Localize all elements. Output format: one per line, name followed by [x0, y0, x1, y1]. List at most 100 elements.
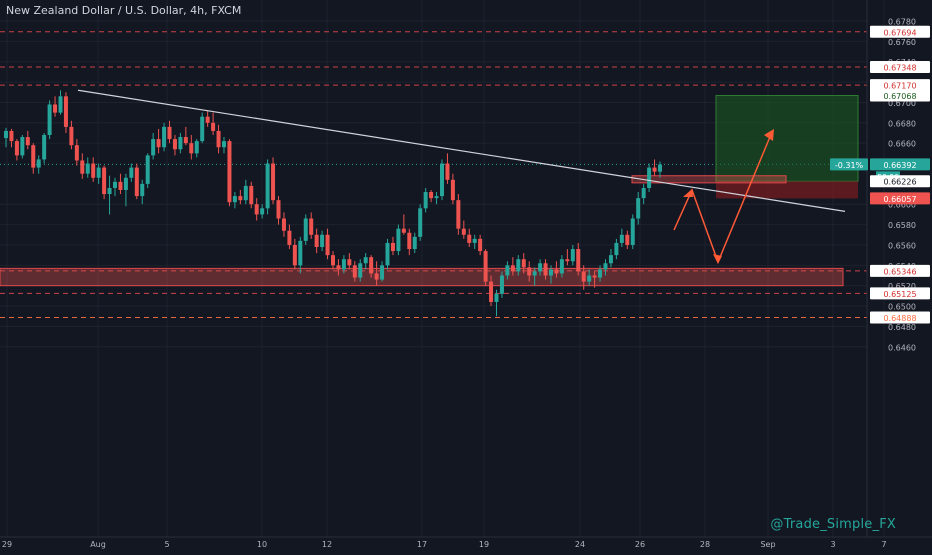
candle-body	[511, 265, 515, 271]
time-tick-label: 19	[479, 540, 489, 549]
candle-body	[309, 218, 313, 234]
price-label-text: 0.64888	[883, 314, 916, 323]
candle-body	[522, 259, 526, 267]
time-tick-label: 7	[881, 540, 886, 549]
candle-body	[435, 196, 439, 198]
candle-body	[124, 178, 128, 190]
candle-body	[593, 276, 597, 278]
price-label-text: 0.67068	[883, 92, 916, 101]
candle-body	[440, 164, 444, 197]
price-tick-label: 0.6580	[888, 221, 916, 230]
price-label-text: 0.67694	[883, 28, 916, 37]
candle-body	[462, 229, 466, 235]
candle-body	[168, 127, 172, 139]
candle-body	[576, 249, 580, 271]
candle-body	[407, 233, 411, 249]
candle-body	[358, 263, 362, 277]
candle-body	[364, 257, 368, 263]
candle-body	[108, 188, 112, 194]
time-tick-label: 26	[635, 540, 645, 549]
candle-body	[456, 200, 460, 229]
candle-body	[565, 259, 569, 261]
candle-body	[91, 164, 95, 178]
candle-body	[413, 237, 417, 249]
candle-body	[249, 186, 253, 204]
candle-body	[42, 135, 46, 159]
candle-body	[211, 123, 215, 131]
candle-body	[478, 239, 482, 251]
candle-body	[647, 168, 651, 188]
support-zone	[0, 268, 843, 285]
candle-body	[15, 141, 19, 155]
candle-body	[386, 243, 390, 265]
candle-body	[342, 259, 346, 269]
candle-body	[173, 139, 177, 149]
candle-body	[527, 267, 531, 275]
candle-body	[658, 165, 662, 172]
price-tick-label: 0.6500	[888, 303, 916, 312]
candle-body	[129, 168, 133, 178]
price-tick-label: 0.6680	[888, 119, 916, 128]
candle-body	[26, 137, 30, 145]
author-watermark: @Trade_Simple_FX	[770, 517, 896, 532]
candle-body	[353, 265, 357, 277]
candle-body	[642, 188, 646, 198]
candle-body	[37, 159, 41, 167]
candle-body	[582, 271, 586, 281]
price-label-text: 0.67348	[883, 64, 916, 73]
candle-body	[162, 127, 166, 147]
candle-body	[287, 231, 291, 245]
loss-zone	[716, 181, 858, 198]
candle-body	[113, 182, 117, 188]
candle-body	[277, 200, 281, 218]
candle-body	[484, 251, 488, 282]
candle-body	[266, 164, 270, 209]
candle-body	[298, 241, 302, 265]
candle-body	[598, 269, 602, 277]
candle-body	[260, 208, 264, 214]
candle-body	[48, 104, 52, 135]
candle-body	[195, 141, 199, 153]
candle-body	[375, 273, 379, 279]
candle-body	[549, 269, 553, 275]
candle-body	[206, 117, 210, 123]
candle-body	[151, 139, 155, 155]
percent-change-text: -0.31%	[835, 161, 864, 170]
candle-body	[217, 131, 221, 147]
candle-body	[587, 276, 591, 282]
candle-body	[380, 265, 384, 279]
time-tick-label: 5	[164, 540, 169, 549]
candle-body	[282, 218, 286, 230]
candle-body	[75, 145, 79, 160]
candle-body	[86, 164, 90, 174]
candle-body	[293, 245, 297, 265]
candle-body	[620, 235, 624, 243]
price-label-text: 0.66226	[883, 178, 916, 187]
candle-body	[233, 196, 237, 202]
candle-body	[255, 204, 259, 214]
candle-body	[157, 139, 161, 147]
candle-body	[538, 263, 542, 271]
candle-body	[135, 168, 139, 197]
time-tick-label: 12	[322, 540, 332, 549]
candle-body	[347, 259, 351, 265]
candle-body	[244, 186, 248, 200]
price-tick-label: 0.6460	[888, 343, 916, 352]
candle-body	[178, 137, 182, 149]
candle-body	[391, 243, 395, 251]
candle-body	[418, 208, 422, 237]
candle-body	[473, 239, 477, 243]
candle-body	[554, 269, 558, 273]
candle-body	[609, 255, 613, 263]
price-label-text: 0.66392	[883, 161, 916, 170]
candle-body	[451, 180, 455, 200]
candle-body	[227, 141, 231, 202]
time-tick-label: 24	[575, 540, 585, 549]
candle-body	[184, 137, 188, 143]
candle-body	[315, 235, 319, 247]
candle-body	[429, 192, 433, 198]
symbol-title: New Zealand Dollar / U.S. Dollar, 4h, FX…	[6, 4, 241, 17]
candle-body	[118, 182, 122, 190]
